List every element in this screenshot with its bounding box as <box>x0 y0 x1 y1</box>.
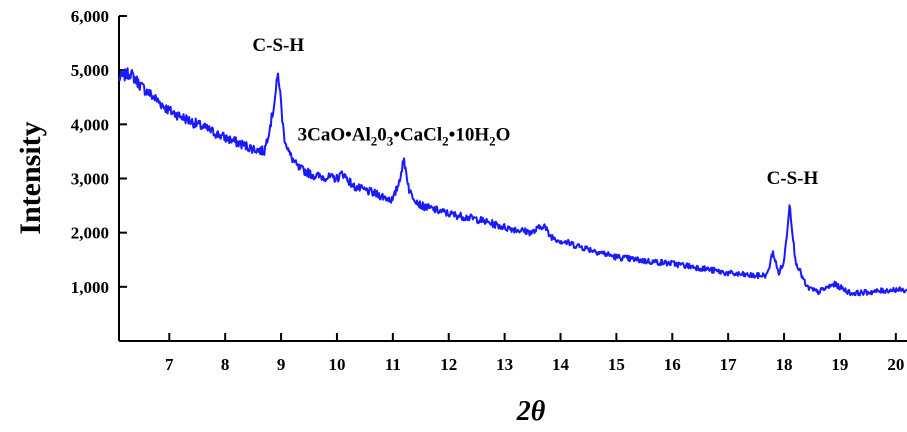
y-tick-label: 6,000 <box>71 7 109 26</box>
x-tick-label: 12 <box>440 355 457 374</box>
peak-annotation: C-S-H <box>767 168 819 189</box>
peak-annotation: 3CaO•Al203•CaCl2•10H2O <box>298 125 511 149</box>
y-tick-label: 5,000 <box>71 61 109 80</box>
xrd-series-line <box>118 67 907 297</box>
x-tick-label: 11 <box>385 355 401 374</box>
x-tick-label: 9 <box>277 355 286 374</box>
x-tick-label: 17 <box>720 355 738 374</box>
series-group <box>118 67 907 297</box>
x-tick-label: 8 <box>221 355 230 374</box>
y-tick-label: 4,000 <box>71 115 109 134</box>
x-axis-title: 2θ <box>516 396 546 427</box>
x-tick-label: 20 <box>887 355 904 374</box>
peak-annotation: C-S-H <box>252 35 304 56</box>
x-tick-label: 13 <box>496 355 513 374</box>
y-tick-label: 1,000 <box>71 278 109 297</box>
y-axis-title: Intensity <box>14 121 47 234</box>
y-tick-label: 2,000 <box>71 224 109 243</box>
y-tick-label: 3,000 <box>71 170 109 189</box>
x-tick-label: 16 <box>664 355 681 374</box>
x-tick-label: 19 <box>831 355 848 374</box>
x-tick-label: 10 <box>328 355 345 374</box>
annotations: C-S-H 3CaO•Al203•CaCl2•10H2O C-S-H <box>252 35 818 189</box>
x-tick-label: 18 <box>776 355 793 374</box>
x-tick-label: 14 <box>552 355 570 374</box>
y-axis: 1,000 2,000 3,000 4,000 5,000 6,000 <box>71 7 127 341</box>
x-tick-label: 15 <box>608 355 625 374</box>
x-axis: 7 8 9 10 11 12 13 14 15 16 17 18 19 20 <box>119 333 907 374</box>
x-tick-label: 7 <box>165 355 174 374</box>
